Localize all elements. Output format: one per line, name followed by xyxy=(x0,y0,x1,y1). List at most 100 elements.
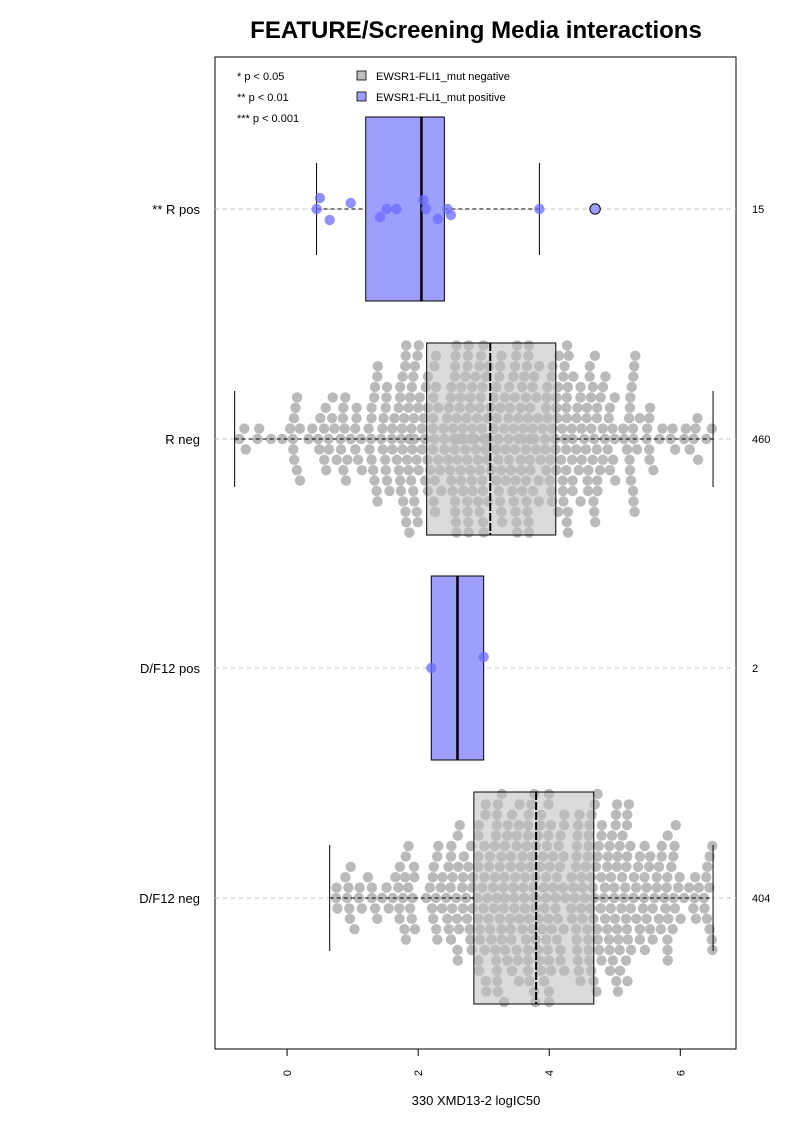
swarm-point xyxy=(403,882,414,893)
swarm-point xyxy=(624,465,636,476)
swarm-point xyxy=(294,423,306,434)
group-label: D/F12 neg xyxy=(139,891,200,906)
swarm-point xyxy=(393,465,405,476)
swarm-point xyxy=(607,454,619,465)
swarm-point xyxy=(618,423,629,434)
swarm-point xyxy=(561,413,572,424)
swarm-point xyxy=(620,955,632,966)
swarm-point xyxy=(607,955,618,966)
swarm-point xyxy=(447,903,458,914)
swarm-point xyxy=(315,413,326,424)
swarm-point xyxy=(653,861,665,872)
data-point xyxy=(381,203,392,215)
swarm-point xyxy=(381,475,393,486)
swarm-point xyxy=(655,924,666,935)
data-point xyxy=(478,651,489,663)
swarm-point xyxy=(399,872,411,883)
swarm-point xyxy=(416,444,428,455)
swarm-point xyxy=(668,851,679,862)
swarm-point xyxy=(706,934,717,945)
swarm-point xyxy=(644,924,656,935)
swarm-point xyxy=(609,913,621,924)
swarm-point xyxy=(403,840,414,852)
swarm-point xyxy=(343,882,354,893)
swarm-point xyxy=(331,454,342,465)
swarm-point xyxy=(698,892,710,904)
swarm-point xyxy=(399,413,410,424)
swarm-point xyxy=(684,444,695,455)
swarm-point xyxy=(595,903,606,914)
data-point xyxy=(374,211,386,223)
swarm-point xyxy=(689,872,701,883)
swarm-point xyxy=(618,433,630,445)
swarm-point xyxy=(409,433,420,445)
swarm-point xyxy=(614,944,625,956)
swarm-point xyxy=(561,392,572,403)
swarm-point xyxy=(408,485,419,497)
swarm-point xyxy=(396,423,408,434)
swarm-point xyxy=(630,882,642,893)
swarm-point xyxy=(637,903,649,914)
swarm-point xyxy=(611,799,623,810)
swarm-point xyxy=(560,444,572,455)
swarm-point xyxy=(436,903,448,914)
swarm-point xyxy=(445,934,457,945)
swarm-point xyxy=(643,861,655,872)
swarm-point xyxy=(622,976,633,987)
swarm-point xyxy=(621,444,633,455)
swarm-point xyxy=(414,392,425,403)
swarm-point xyxy=(409,496,420,507)
swarm-point xyxy=(616,903,627,914)
legend: * p < 0.05 ** p < 0.01 *** p < 0.001 EWS… xyxy=(237,70,510,125)
swarm-point xyxy=(611,861,623,872)
swarm-point xyxy=(581,413,592,424)
data-point xyxy=(420,203,432,215)
swarm-point xyxy=(656,840,667,852)
swarm-point xyxy=(404,392,416,403)
swarm-point xyxy=(339,423,350,434)
outlier-point xyxy=(589,203,601,215)
swarm-point xyxy=(372,361,383,372)
swarm-point xyxy=(662,944,673,956)
swarm-point xyxy=(321,465,332,476)
swarm-point xyxy=(673,882,684,893)
swarm-point xyxy=(707,840,718,852)
swarm-point xyxy=(437,872,448,883)
swarm-point xyxy=(621,924,633,935)
swarm-point xyxy=(442,913,453,924)
swarm-point xyxy=(661,882,672,893)
swarm-point xyxy=(326,413,338,424)
swarm-point xyxy=(344,903,355,914)
swarm-point xyxy=(452,830,463,841)
swarm-point xyxy=(563,350,574,361)
swarm-point xyxy=(366,882,378,893)
swarm-point xyxy=(591,924,603,935)
swarm-point xyxy=(394,861,406,872)
swarm-point xyxy=(573,465,584,476)
swarm-point xyxy=(384,485,395,497)
swarm-point xyxy=(597,454,609,465)
swarm-point xyxy=(318,423,330,434)
swarm-point xyxy=(614,840,625,852)
swarm-point xyxy=(587,381,599,393)
positive-points xyxy=(311,192,601,674)
swarm-point xyxy=(366,413,377,424)
swarm-point xyxy=(571,444,582,455)
swarm-point xyxy=(338,402,349,413)
swarm-point xyxy=(649,892,660,904)
swarm-point xyxy=(290,402,301,413)
data-point xyxy=(324,214,335,226)
swarm-point xyxy=(597,381,609,393)
swarm-point xyxy=(335,444,347,455)
data-point xyxy=(391,203,402,215)
swarm-point xyxy=(669,840,680,852)
swarm-point xyxy=(624,454,635,465)
data-point xyxy=(426,662,437,674)
swarm-point xyxy=(572,402,583,413)
swarm-point xyxy=(424,882,436,893)
swarm-point xyxy=(604,965,616,976)
swarm-point xyxy=(337,413,349,424)
swarm-point xyxy=(596,955,607,966)
swarm-point xyxy=(367,465,379,476)
swarm-point xyxy=(680,423,691,434)
